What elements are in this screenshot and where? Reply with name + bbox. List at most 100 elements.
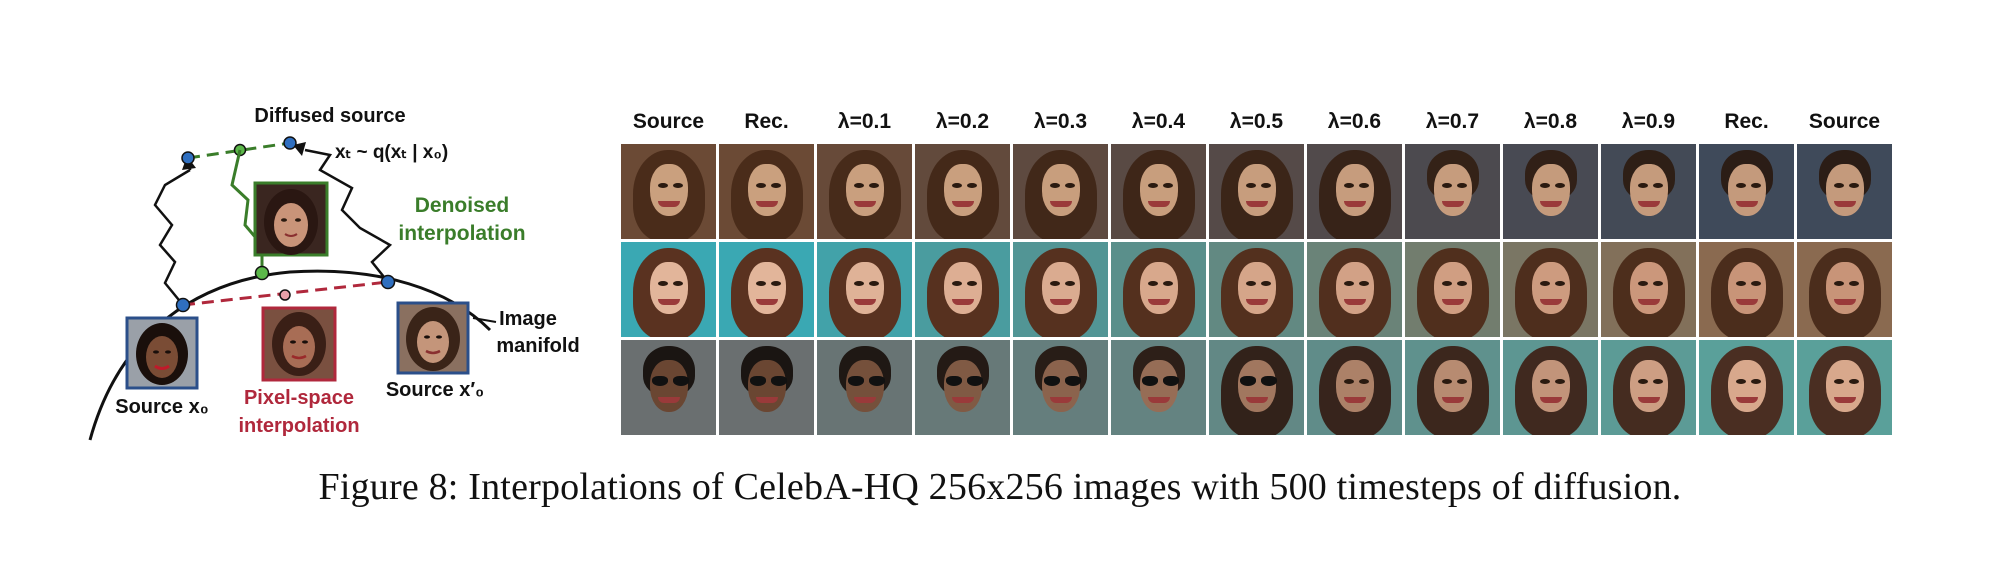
face-eye	[1163, 281, 1173, 286]
column-header: Rec.	[744, 110, 789, 133]
face-skin	[1826, 262, 1864, 314]
face-mouth	[1638, 299, 1660, 305]
face-image	[1405, 144, 1500, 239]
face-image	[1601, 340, 1696, 435]
face-image	[719, 340, 814, 435]
face-mouth	[854, 299, 876, 305]
face-mouth	[1442, 201, 1464, 207]
face-mouth	[756, 299, 778, 305]
sunglasses	[1044, 376, 1060, 386]
face-image	[1405, 340, 1500, 435]
manifold-pointer	[472, 317, 497, 323]
column-header: λ=0.5	[1229, 110, 1284, 133]
face-image	[1503, 340, 1598, 435]
face-image	[817, 144, 912, 239]
face-eye	[1065, 281, 1075, 286]
face-eye	[1050, 183, 1060, 188]
diffused-interpolation-line	[187, 141, 291, 160]
face-image	[1307, 242, 1402, 337]
face-eye	[854, 281, 864, 286]
face-image	[1797, 242, 1892, 337]
face-mouth	[1344, 397, 1366, 403]
face-mouth	[952, 299, 974, 305]
source-x0-label: Source x₀	[115, 396, 209, 418]
face-eye	[1834, 183, 1844, 188]
column-header: λ=0.2	[935, 110, 990, 133]
face-eye	[1653, 379, 1663, 384]
column-header: λ=0.7	[1425, 110, 1480, 133]
pixel-space-thumbnail	[261, 306, 337, 382]
diffused-source-label: Diffused source	[254, 105, 405, 127]
sunglasses	[750, 376, 766, 386]
face-image	[1307, 144, 1402, 239]
face-image	[1209, 242, 1304, 337]
face-mouth	[1148, 397, 1170, 403]
face-eye	[1653, 183, 1663, 188]
face-eye	[1163, 183, 1173, 188]
face-image	[1209, 340, 1304, 435]
face-mouth	[1246, 201, 1268, 207]
face-image	[719, 144, 814, 239]
face-mouth	[854, 397, 876, 403]
sunglasses	[771, 376, 787, 386]
face-eye	[1736, 183, 1746, 188]
face-skin	[650, 262, 688, 314]
face-image	[1111, 242, 1206, 337]
face-eye	[1065, 183, 1075, 188]
face-image	[915, 242, 1010, 337]
column-header: λ=0.8	[1523, 110, 1578, 133]
face-mouth	[658, 299, 680, 305]
face-mouth	[1344, 299, 1366, 305]
face-skin	[1042, 164, 1080, 216]
face-eye	[1359, 281, 1369, 286]
face-mouth	[1834, 299, 1856, 305]
diffusion-path-right	[304, 148, 393, 283]
face-eye	[1540, 281, 1550, 286]
column-header: λ=0.9	[1621, 110, 1676, 133]
face-skin	[1826, 360, 1864, 412]
face-image	[621, 340, 716, 435]
face-mouth	[1148, 299, 1170, 305]
pixel-space-label-2: interpolation	[238, 415, 359, 437]
sunglasses	[1163, 376, 1179, 386]
face-image	[817, 340, 912, 435]
face-eye	[756, 281, 766, 286]
face-mouth	[854, 201, 876, 207]
source-x0p-label: Source x′₀	[386, 379, 484, 401]
face-eye	[1442, 379, 1452, 384]
sunglasses	[1240, 376, 1256, 386]
face-skin	[1728, 164, 1766, 216]
face-image	[621, 242, 716, 337]
face-image	[719, 242, 814, 337]
column-header: λ=0.6	[1327, 110, 1382, 133]
face-image	[1503, 144, 1598, 239]
face-image	[1013, 340, 1108, 435]
image-label: Image	[499, 308, 557, 330]
face-image	[915, 340, 1010, 435]
face-eye	[673, 183, 683, 188]
face-mouth	[1050, 397, 1072, 403]
face-mouth	[1736, 299, 1758, 305]
face-eye	[1751, 281, 1761, 286]
face-image	[1209, 144, 1304, 239]
face-eye	[673, 281, 683, 286]
face-eye	[1344, 183, 1354, 188]
face-eye	[1638, 183, 1648, 188]
face-eye	[1555, 183, 1565, 188]
face-mouth	[1540, 299, 1562, 305]
face-image	[1503, 242, 1598, 337]
face-eye	[1751, 183, 1761, 188]
face-mouth	[658, 201, 680, 207]
face-mouth	[1834, 201, 1856, 207]
source-x0p-point	[380, 274, 396, 290]
column-header: Source	[1808, 110, 1881, 133]
face-skin	[1826, 164, 1864, 216]
face-eye	[1834, 379, 1844, 384]
face-mouth	[1246, 299, 1268, 305]
column-headers: Source Rec. λ=0.1 λ=0.2 λ=0.3 λ=0.4 λ=0.5 λ=0.6…	[621, 100, 1895, 144]
image-rows	[621, 144, 1895, 435]
sunglasses	[1065, 376, 1081, 386]
face-image	[1307, 340, 1402, 435]
face-eye	[1359, 183, 1369, 188]
face-skin	[944, 164, 982, 216]
